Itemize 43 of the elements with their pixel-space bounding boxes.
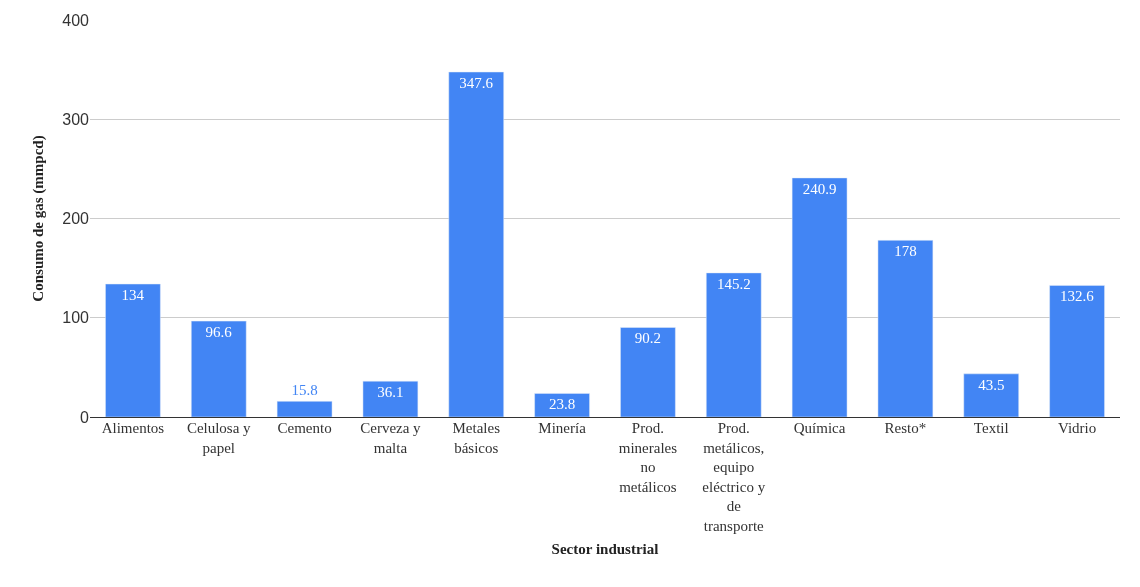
x-tick-label: Textil — [973, 420, 1009, 436]
bar — [105, 283, 161, 417]
y-tick-label: 100 — [62, 309, 90, 327]
x-tick-label: Celulosa y papel — [186, 420, 252, 456]
bar — [706, 272, 762, 417]
bar — [963, 373, 1019, 417]
data-label: 240.9 — [802, 180, 837, 197]
x-axis-title: Sector industrial — [551, 540, 659, 557]
bar — [448, 71, 504, 417]
data-label: 96.6 — [205, 324, 233, 341]
data-label: 178 — [894, 243, 917, 260]
data-label: 43.5 — [978, 376, 1005, 393]
y-tick-label: 0 — [80, 408, 90, 426]
x-tick-label: Prod. minerales no metálicos — [618, 420, 678, 495]
bar — [791, 177, 848, 417]
x-tick-label: Metales básicos — [452, 420, 501, 456]
bar — [362, 380, 419, 417]
data-label: 15.8 — [291, 382, 318, 399]
bar — [877, 240, 934, 417]
bar — [1049, 285, 1105, 417]
x-tick-label: Cemento — [277, 420, 332, 436]
bar — [191, 320, 247, 417]
bar — [276, 401, 333, 417]
x-tick-label: Minería — [538, 420, 587, 436]
x-tick-label: Vidrio — [1057, 420, 1097, 436]
y-tick-label: 200 — [62, 210, 90, 228]
data-label: 36.1 — [377, 384, 404, 401]
x-tick-label: Prod. metálicos, equipo eléctrico y de transporte — [702, 420, 766, 534]
data-label: 145.2 — [716, 275, 751, 292]
bar — [620, 327, 676, 417]
y-tick-label: 300 — [62, 110, 90, 128]
y-axis-title: Consumo de gas (mmpcd) — [29, 135, 47, 302]
y-tick-label: 400 — [62, 11, 90, 29]
x-tick-label: Resto* — [884, 420, 927, 436]
x-tick-label: Alimentos — [101, 420, 165, 436]
data-label: 347.6 — [459, 75, 494, 92]
data-label: 90.2 — [634, 330, 662, 347]
x-tick-label: Cerveza y malta — [360, 420, 422, 456]
data-label: 132.6 — [1059, 288, 1095, 305]
x-tick-label: Química — [793, 420, 846, 436]
bar — [534, 393, 590, 417]
data-label: 134 — [121, 287, 145, 304]
data-label: 23.8 — [548, 396, 576, 413]
